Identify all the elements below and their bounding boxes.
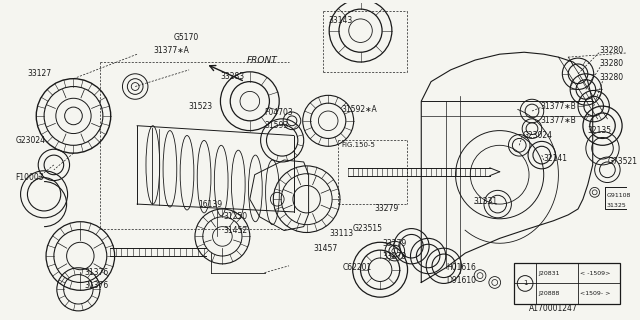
- Text: 31376: 31376: [84, 281, 109, 290]
- Text: 31593: 31593: [264, 121, 289, 130]
- Text: C62201: C62201: [343, 263, 372, 272]
- Text: 16139: 16139: [198, 200, 222, 209]
- Text: 31377∗B: 31377∗B: [541, 102, 577, 111]
- Text: J20831: J20831: [538, 271, 559, 276]
- Text: 33280: 33280: [600, 60, 624, 68]
- Text: 31377∗B: 31377∗B: [541, 116, 577, 125]
- Text: 31325: 31325: [607, 203, 626, 208]
- Text: 33279: 33279: [382, 252, 406, 260]
- Text: F04703: F04703: [264, 108, 293, 117]
- Text: 33283: 33283: [220, 72, 244, 81]
- Text: 31592∗A: 31592∗A: [341, 105, 377, 114]
- Text: 32141: 32141: [544, 154, 568, 163]
- Text: 31331: 31331: [473, 197, 497, 206]
- Text: J20888: J20888: [538, 291, 559, 296]
- Text: 31457: 31457: [314, 244, 338, 253]
- Text: G23515: G23515: [353, 224, 383, 233]
- Text: 33143: 33143: [328, 16, 353, 25]
- Text: G23024: G23024: [522, 131, 552, 140]
- Text: 31377∗A: 31377∗A: [154, 46, 189, 55]
- Text: 32135: 32135: [588, 126, 612, 135]
- Text: G73521: G73521: [607, 157, 637, 166]
- Bar: [515, 263, 620, 304]
- Text: G91108: G91108: [607, 193, 631, 198]
- Text: D91610: D91610: [445, 276, 476, 285]
- Text: FIG.150-5: FIG.150-5: [341, 142, 375, 148]
- Text: G5170: G5170: [173, 33, 198, 42]
- Text: H01616: H01616: [445, 263, 476, 272]
- Text: <1509- >: <1509- >: [580, 291, 611, 296]
- Bar: [605, 188, 640, 209]
- Text: FRONT: FRONT: [247, 56, 278, 65]
- Text: 33127: 33127: [28, 69, 52, 78]
- Text: 33280: 33280: [600, 73, 624, 82]
- Text: 33279: 33279: [382, 239, 406, 248]
- Text: 31452: 31452: [223, 226, 248, 235]
- Text: < -1509>: < -1509>: [580, 271, 611, 276]
- Text: F10003: F10003: [15, 173, 44, 182]
- Text: 33280: 33280: [600, 46, 624, 55]
- Text: 33113: 33113: [329, 229, 353, 238]
- Text: 31376: 31376: [84, 268, 109, 277]
- Text: A170001247: A170001247: [529, 304, 578, 313]
- Text: G23024: G23024: [15, 136, 45, 145]
- Text: 33279: 33279: [374, 204, 399, 213]
- Text: 31523: 31523: [188, 102, 212, 111]
- Text: 1: 1: [523, 280, 527, 286]
- Text: 31250: 31250: [223, 212, 248, 221]
